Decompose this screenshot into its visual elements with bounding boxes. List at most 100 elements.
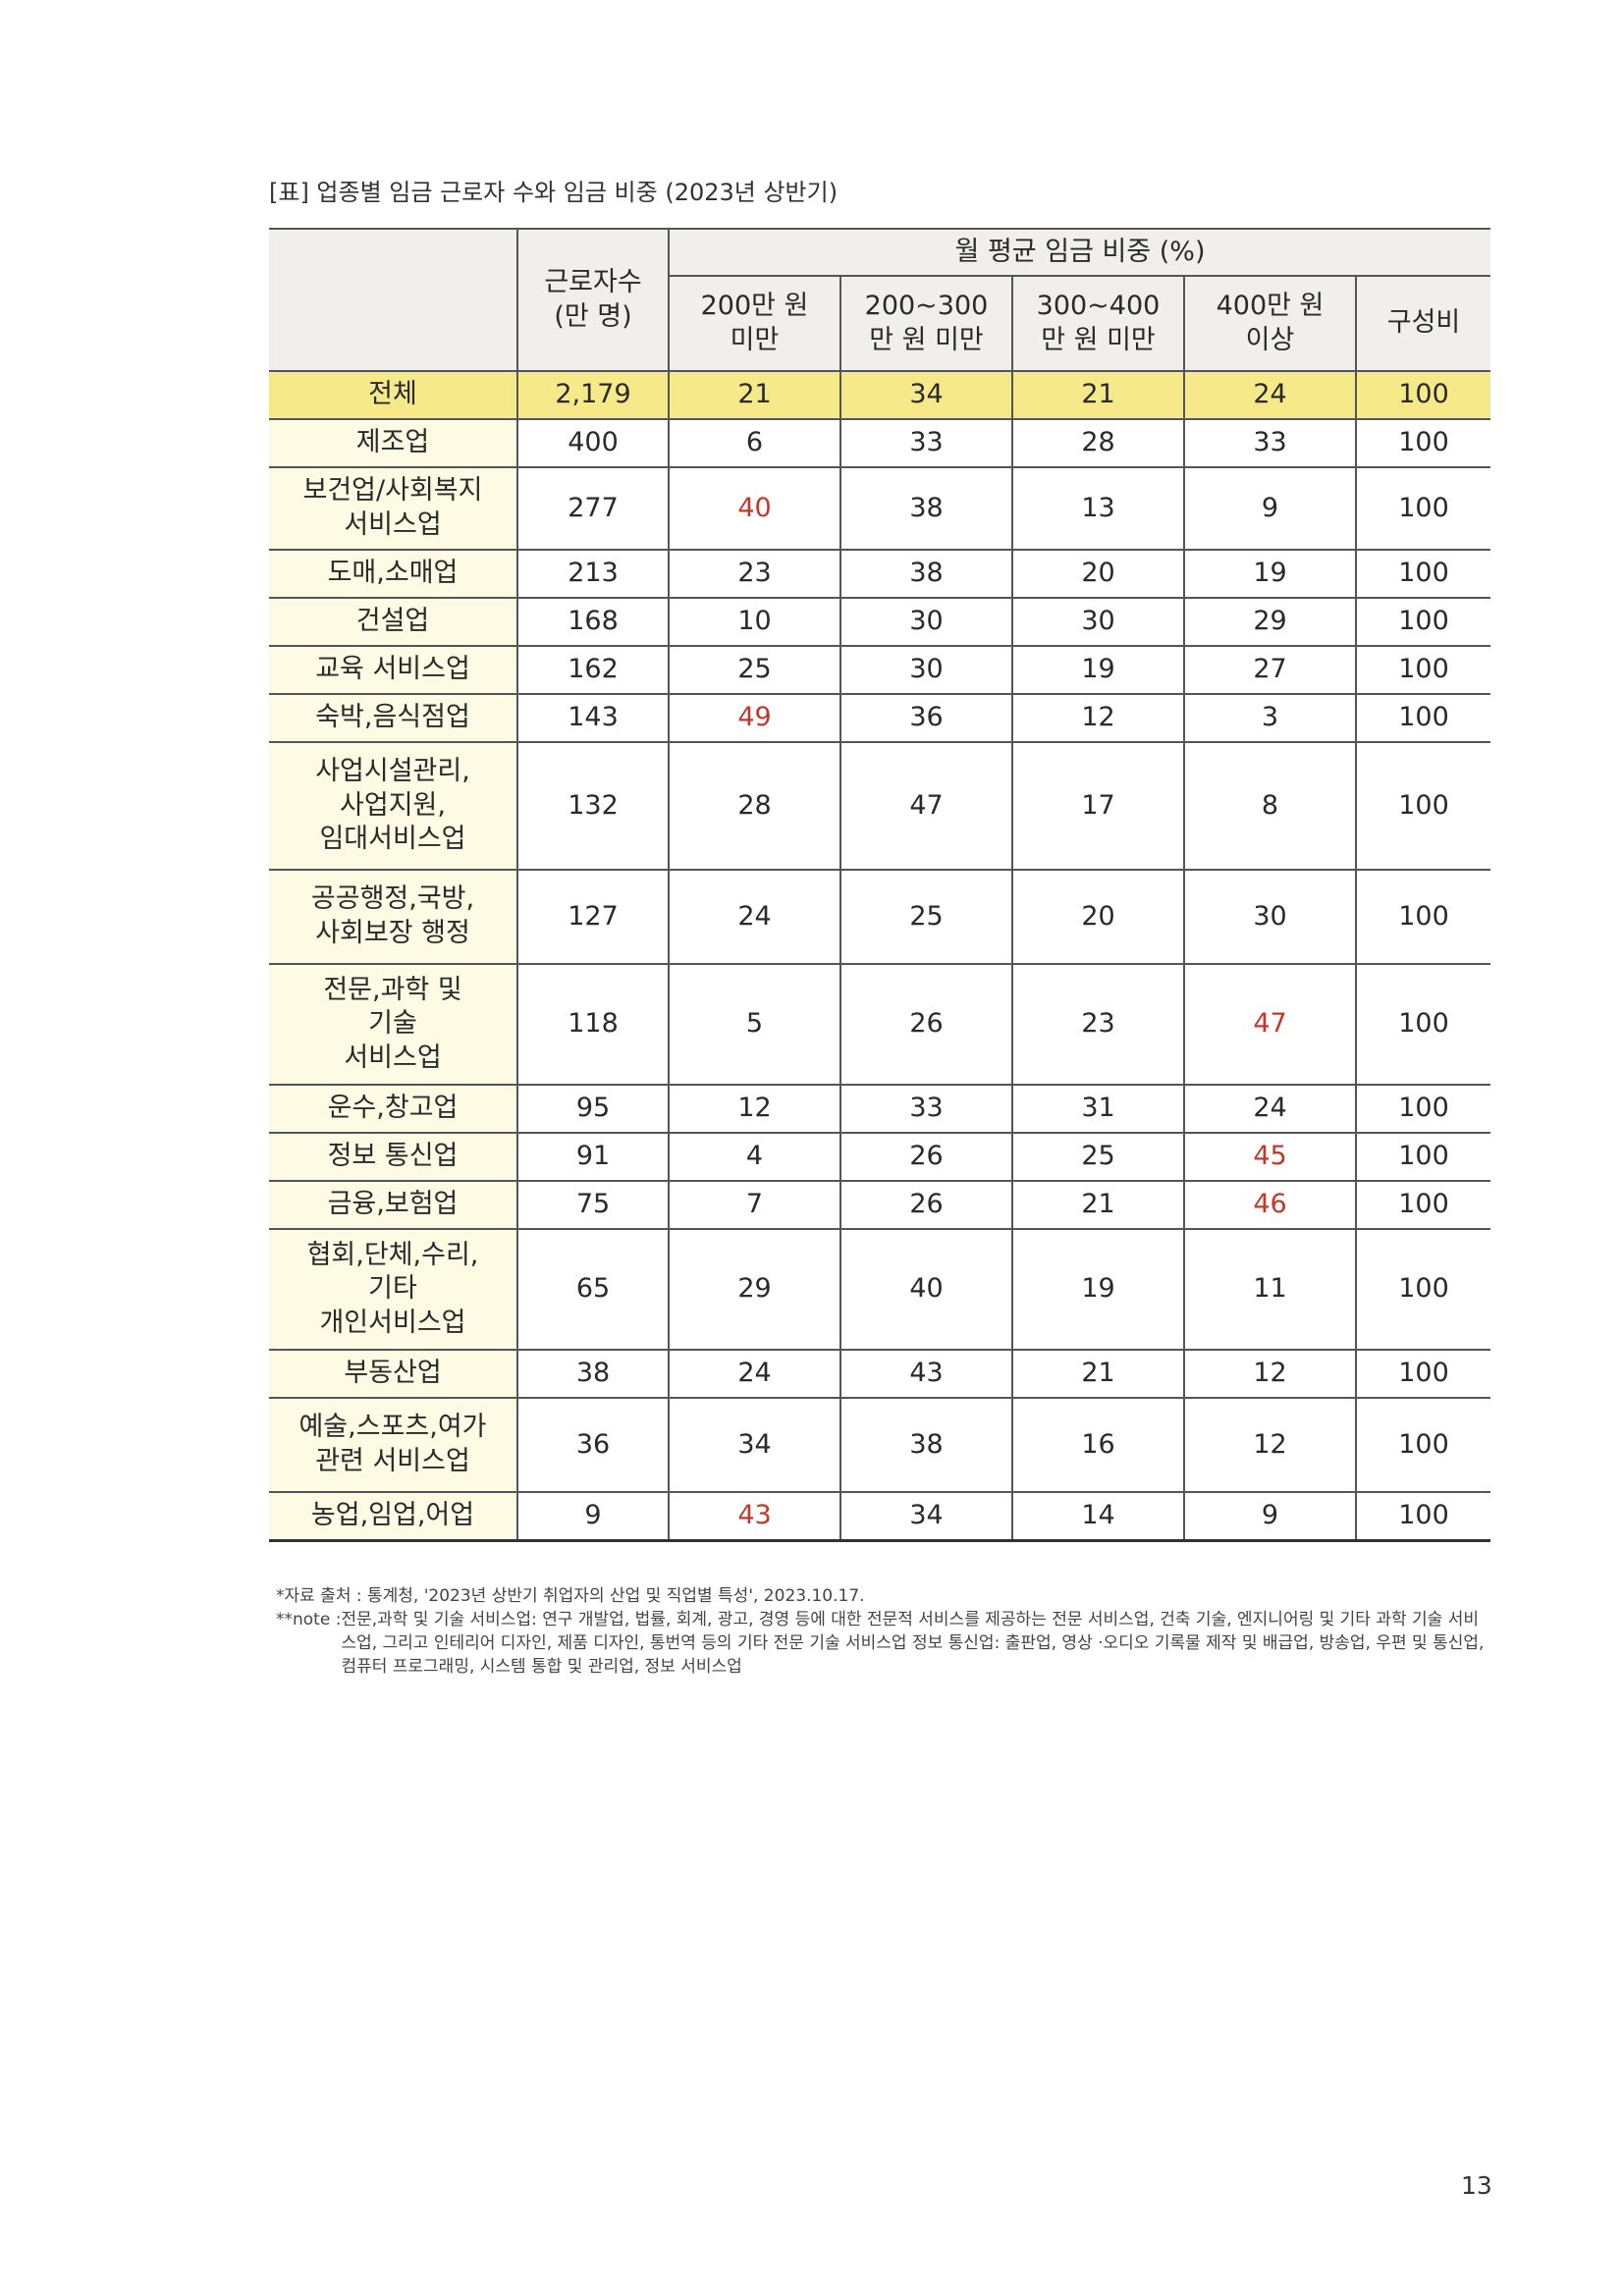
- over-400-cell: 9: [1183, 466, 1357, 551]
- table-row: 농업,임업,어업 9 43 34 14 9 100: [269, 1491, 1491, 1542]
- industry-label-line: 사업지원,: [340, 789, 446, 821]
- under-200-cell: 34: [668, 1397, 841, 1493]
- industry-label-line: 보건업/사회복지: [302, 475, 483, 507]
- workers-cell: 132: [516, 741, 670, 871]
- 300-400-cell: 23: [1011, 963, 1185, 1086]
- industry-label-line: 숙박,음식점업: [315, 702, 470, 733]
- 300-400-cell: 21: [1011, 1180, 1185, 1230]
- under-200-cell: 25: [668, 645, 841, 695]
- industry-cell: 건설업: [269, 597, 518, 647]
- over-400-cell: 12: [1183, 1397, 1357, 1493]
- over-400-cell: 29: [1183, 597, 1357, 647]
- header-workers-line: 근로자수: [544, 266, 642, 297]
- industry-label-line: 건설업: [355, 606, 430, 637]
- 300-400-cell: 19: [1011, 645, 1185, 695]
- 300-400-cell: 31: [1011, 1084, 1185, 1134]
- industry-label-line: 농업,임업,어업: [310, 1499, 475, 1530]
- source-note: *자료 출처 : 통계청, '2023년 상반기 취업자의 산업 및 직업별 특…: [276, 1586, 865, 1606]
- workers-cell: 38: [516, 1349, 670, 1399]
- industry-label-line: 공공행정,국방,: [310, 883, 475, 915]
- industry-label-line: 서비스업: [344, 1041, 442, 1073]
- workers-cell: 2,179: [516, 370, 670, 420]
- 200-300-cell: 26: [839, 963, 1013, 1086]
- table-row: 부동산업 38 24 43 21 12 100: [269, 1349, 1491, 1399]
- workers-cell: 95: [516, 1084, 670, 1134]
- under-200-cell: 28: [668, 741, 841, 871]
- table-row: 공공행정,국방, 사회보장 행정 127 24 25 20 30 100: [269, 869, 1491, 965]
- header-industry: [269, 228, 518, 372]
- 200-300-cell: 47: [839, 741, 1013, 871]
- under-200-cell: 24: [668, 869, 841, 965]
- composition-cell: 100: [1354, 1084, 1491, 1134]
- 200-300-cell: 30: [839, 597, 1013, 647]
- workers-cell: 143: [516, 693, 670, 743]
- under-200-cell: 12: [668, 1084, 841, 1134]
- industry-label-line: 금융,보험업: [327, 1189, 459, 1220]
- industry-cell: 교육 서비스업: [269, 645, 518, 695]
- workers-cell: 213: [516, 549, 670, 599]
- under-200-cell: 49: [668, 693, 841, 743]
- industry-note: **note : 전문,과학 및 기술 서비스업: 연구 개발업, 법률, 회계…: [276, 1608, 1493, 1679]
- over-400-cell: 12: [1183, 1349, 1357, 1399]
- table-row: 운수,창고업 95 12 33 31 24 100: [269, 1084, 1491, 1134]
- composition-cell: 100: [1354, 1349, 1491, 1399]
- over-400-cell: 9: [1183, 1491, 1357, 1542]
- industry-label-line: 예술,스포츠,여가: [298, 1412, 487, 1443]
- header-band-over-400: 400만 원 이상: [1183, 275, 1357, 372]
- under-200-cell: 23: [668, 549, 841, 599]
- table-caption: [표] 업종별 임금 근로자 수와 임금 비중 (2023년 상반기): [269, 179, 839, 206]
- 200-300-cell: 38: [839, 466, 1013, 551]
- over-400-cell: 47: [1183, 963, 1357, 1086]
- industry-label-line: 도매,소매업: [327, 558, 459, 589]
- composition-cell: 100: [1354, 418, 1491, 468]
- industry-cell: 부동산업: [269, 1349, 518, 1399]
- industry-label-line: 정보 통신업: [327, 1141, 459, 1172]
- over-400-cell: 24: [1183, 1084, 1357, 1134]
- table-row: 협회,단체,수리, 기타 개인서비스업 65 29 40 19 11 100: [269, 1228, 1491, 1351]
- industry-label-line: 교육 서비스업: [315, 654, 470, 685]
- header-workers: 근로자수 (만 명): [516, 228, 670, 372]
- header-band-line: 만 원 미만: [1041, 324, 1156, 355]
- industry-label-line: 운수,창고업: [327, 1093, 459, 1124]
- industry-cell: 전문,과학 및 기술 서비스업: [269, 963, 518, 1086]
- under-200-cell: 21: [668, 370, 841, 420]
- industry-cell: 금융,보험업: [269, 1180, 518, 1230]
- under-200-cell: 43: [668, 1491, 841, 1542]
- workers-cell: 75: [516, 1180, 670, 1230]
- header-band-200-300: 200~300 만 원 미만: [839, 275, 1013, 372]
- industry-label-line: 서비스업: [344, 509, 442, 540]
- header-band-line: 200~300: [864, 290, 989, 321]
- industry-label-line: 전체: [368, 379, 417, 410]
- 300-400-cell: 28: [1011, 418, 1185, 468]
- industry-cell: 보건업/사회복지 서비스업: [269, 466, 518, 551]
- under-200-cell: 7: [668, 1180, 841, 1230]
- 200-300-cell: 38: [839, 1397, 1013, 1493]
- industry-cell: 운수,창고업: [269, 1084, 518, 1134]
- composition-cell: 100: [1354, 869, 1491, 965]
- industry-cell: 농업,임업,어업: [269, 1491, 518, 1542]
- workers-cell: 36: [516, 1397, 670, 1493]
- under-200-cell: 40: [668, 466, 841, 551]
- 300-400-cell: 30: [1011, 597, 1185, 647]
- table-row: 전체 2,179 21 34 21 24 100: [269, 370, 1491, 420]
- industry-label-line: 전문,과학 및: [323, 974, 462, 1005]
- industry-cell: 사업시설관리, 사업지원, 임대서비스업: [269, 741, 518, 871]
- table-row: 숙박,음식점업 143 49 36 12 3 100: [269, 693, 1491, 743]
- 200-300-cell: 34: [839, 370, 1013, 420]
- 200-300-cell: 26: [839, 1180, 1013, 1230]
- table-row: 교육 서비스업 162 25 30 19 27 100: [269, 645, 1491, 695]
- table-row: 정보 통신업 91 4 26 25 45 100: [269, 1132, 1491, 1182]
- 300-400-cell: 14: [1011, 1491, 1185, 1542]
- header-band-line: 300~400: [1036, 290, 1161, 321]
- industry-cell: 예술,스포츠,여가 관련 서비스업: [269, 1397, 518, 1493]
- 200-300-cell: 34: [839, 1491, 1013, 1542]
- header-band-line: 이상: [1245, 324, 1295, 355]
- workers-cell: 9: [516, 1491, 670, 1542]
- over-400-cell: 24: [1183, 370, 1357, 420]
- table-row: 전문,과학 및 기술 서비스업 118 5 26 23 47 100: [269, 963, 1491, 1086]
- industry-label-line: 개인서비스업: [319, 1307, 466, 1338]
- 300-400-cell: 12: [1011, 693, 1185, 743]
- over-400-cell: 3: [1183, 693, 1357, 743]
- note-key: **note :: [276, 1610, 342, 1629]
- workers-cell: 162: [516, 645, 670, 695]
